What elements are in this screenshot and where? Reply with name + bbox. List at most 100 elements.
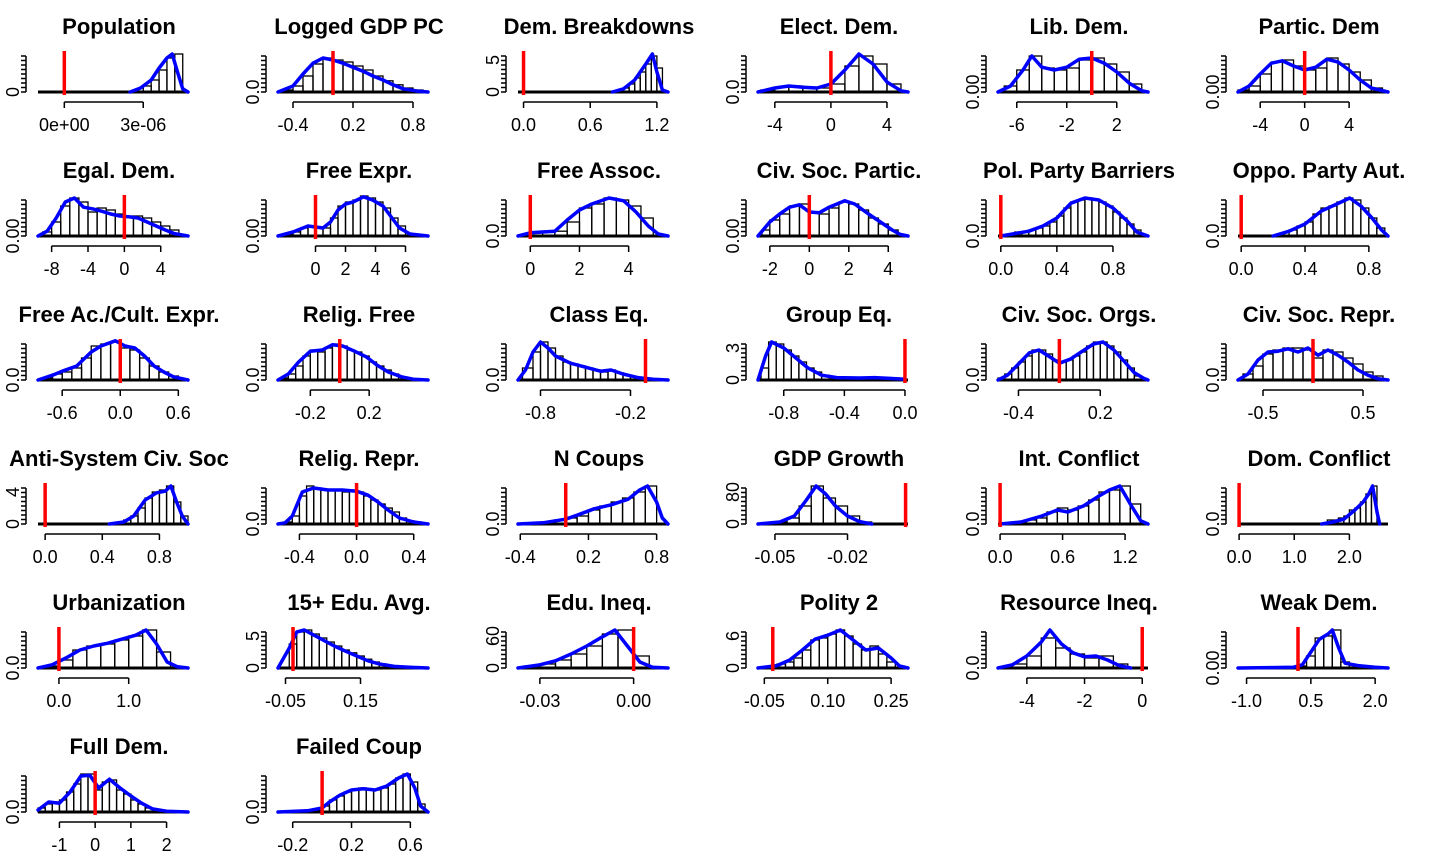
histogram-panel: Relig. Free0.0-0.2 0.2 (243, 302, 428, 423)
y-tick-label: 0 (3, 87, 23, 97)
histogram-bar (130, 350, 140, 380)
histogram-bar (1064, 208, 1071, 236)
histogram-bar (878, 654, 886, 668)
x-tick-label: -1.0 (1231, 691, 1262, 711)
x-tick-label: -0.2 (295, 403, 326, 423)
histogram-bar (88, 212, 97, 236)
histogram-panel: Polity 206-0.05 0.10 0.25 (723, 590, 909, 711)
density-curve (758, 201, 908, 236)
x-tick-label: 0.0 (33, 547, 58, 567)
x-tick-label: 0.8 (1100, 259, 1125, 279)
panel-title: 15+ Edu. Avg. (287, 590, 430, 615)
x-tick-label: 4 (624, 259, 634, 279)
y-tick-label: 0.0 (963, 511, 983, 536)
histogram-bar (353, 200, 361, 236)
histogram-panel: Relig. Repr.0.0-0.4 0.0 0.4 (243, 446, 428, 567)
histogram-bar (325, 348, 332, 380)
histogram-panel: Civ. Soc. Orgs.0.0-0.4 0.2 (963, 302, 1156, 423)
histogram-bar (819, 638, 827, 668)
histogram-bar (567, 222, 579, 236)
x-tick-label: -0.8 (525, 403, 556, 423)
histogram-bar (117, 790, 124, 812)
x-tick-label: 6 (400, 259, 410, 279)
y-tick-label: 0.0 (243, 511, 263, 536)
y-tick-label: 0.0 (963, 367, 983, 392)
density-curve (758, 342, 905, 380)
x-tick-label: 4 (883, 259, 893, 279)
x-tick-label: 0 (1137, 691, 1147, 711)
x-tick-label: 0.8 (644, 547, 669, 567)
histogram-bar (811, 640, 819, 668)
density-curve (109, 486, 188, 524)
histogram-panel: Dem. Breakdowns050.0 0.6 1.2 (483, 14, 694, 135)
histogram-panel: Urbanization0.00.0 1.0 (3, 590, 188, 711)
x-tick-label: -0.05 (744, 691, 785, 711)
density-curve (38, 775, 188, 812)
x-tick-label: 0.6 (166, 403, 191, 423)
x-tick-label: 0.2 (340, 115, 365, 135)
histogram-panel: Weak Dem.0.00-1.0 0.5 2.0 (1203, 590, 1388, 711)
y-tick-label: 0.0 (1203, 367, 1223, 392)
density-curve (278, 774, 428, 812)
x-tick-label: 1 (126, 835, 136, 855)
histogram-bar (819, 214, 829, 236)
y-tick-label: 0.0 (3, 799, 23, 824)
x-tick-label: 0 (525, 259, 535, 279)
x-tick-label: 0.0 (988, 259, 1013, 279)
y-tick-label: 60 (483, 626, 503, 646)
histogram-bar (1324, 636, 1333, 668)
y-tick-label: 0.0 (243, 367, 263, 392)
histogram-bar (1329, 206, 1337, 236)
panel-title: Dem. Breakdowns (504, 14, 695, 39)
histogram-panel: Pol. Party Barriers0.00.0 0.4 0.8 (963, 158, 1175, 279)
y-tick-label: 0 (483, 663, 503, 673)
histogram-panel: Elect. Dem.0.0-4 0 4 (723, 14, 908, 135)
histogram-bar (304, 630, 312, 668)
y-tick-label: 0.00 (723, 218, 743, 253)
panel-title: Relig. Free (303, 302, 415, 327)
histogram-bar (604, 198, 616, 236)
x-tick-label: -2 (762, 259, 778, 279)
histogram-bar (592, 204, 604, 236)
y-tick-label: 0.0 (243, 799, 263, 824)
histogram-bar (1323, 350, 1333, 380)
histogram-bar (352, 790, 359, 812)
x-tick-label: 2 (1112, 115, 1122, 135)
x-tick-label: -0.02 (827, 547, 868, 567)
histogram-bar (145, 498, 152, 524)
histogram-bar (328, 490, 335, 524)
histogram-bar (102, 782, 109, 812)
panel-title: Urbanization (52, 590, 185, 615)
histogram-panel: Free Assoc. 0.0 0 2 4 (483, 158, 668, 279)
histogram-bar (1041, 638, 1055, 668)
histogram-bar (533, 352, 541, 380)
density-curve (1001, 198, 1148, 236)
x-tick-label: 0.6 (398, 835, 423, 855)
x-tick-label: -0.05 (265, 691, 306, 711)
histogram-bar (374, 790, 381, 812)
histogram-bar (1273, 350, 1283, 380)
x-tick-label: 0.0 (511, 115, 536, 135)
x-tick-label: -0.6 (47, 403, 78, 423)
histogram-panel: Dom. Conflict0.00.0 1.0 2.0 (1203, 446, 1391, 567)
histogram-bar (366, 790, 373, 812)
histogram-bar (364, 496, 371, 524)
x-tick-label: 2 (340, 259, 350, 279)
x-tick-label: -0.4 (505, 547, 536, 567)
y-tick-label: 0 (723, 663, 743, 673)
panel-title: Anti-System Civ. Soc (9, 446, 229, 471)
panel-title: Population (62, 14, 176, 39)
histogram-panel: Egal. Dem.0.00-8 -4 0 4 (3, 158, 188, 279)
x-tick-label: 0.4 (90, 547, 115, 567)
histogram-bar (388, 784, 395, 812)
panel-title: Free Ac./Cult. Expr. (19, 302, 220, 327)
x-tick-label: -0.03 (519, 691, 560, 711)
y-tick-label: 0.0 (243, 79, 263, 104)
panel-title: Failed Coup (296, 734, 422, 759)
y-tick-label: 0.0 (723, 79, 743, 104)
histogram-bar (862, 650, 870, 668)
y-tick-label: 0.0 (963, 223, 983, 248)
panel-title: Logged GDP PC (274, 14, 444, 39)
histogram-bar (346, 202, 354, 236)
